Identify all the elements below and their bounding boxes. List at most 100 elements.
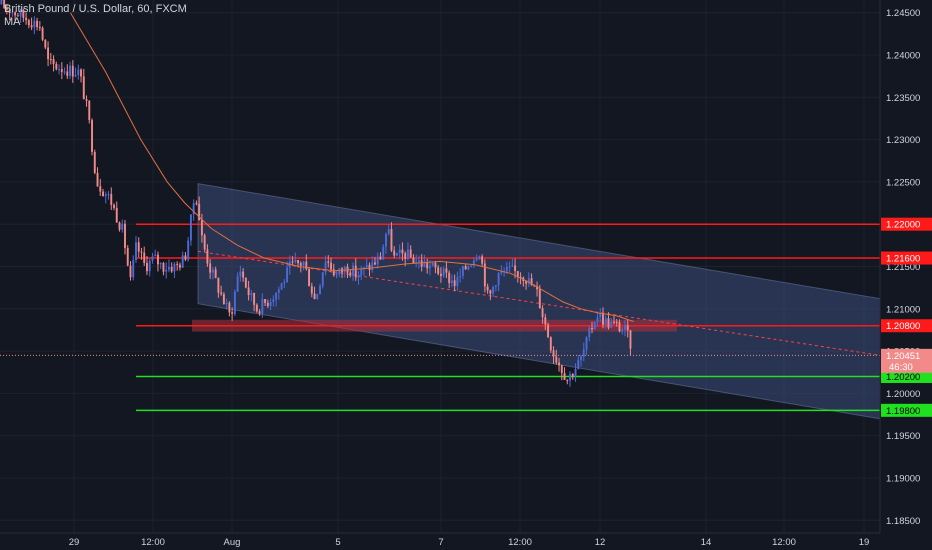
level-price-tag [881, 319, 932, 333]
candle-body [310, 286, 313, 294]
candle-body [514, 265, 517, 272]
candle-body [393, 250, 396, 256]
candle-body [591, 327, 593, 330]
candle-body [374, 262, 376, 265]
candle-body [494, 285, 497, 288]
candle-body [459, 275, 462, 278]
candle-body [511, 265, 514, 267]
candle-body [27, 20, 30, 26]
time-tick-label: 19 [859, 537, 870, 548]
candle-body [225, 302, 228, 304]
candle-body [85, 99, 88, 101]
candle-body [613, 321, 615, 323]
candle-body [80, 69, 83, 77]
candle-body [239, 271, 242, 277]
candle-body [195, 203, 198, 205]
candle-body [71, 65, 74, 77]
candle-body [305, 261, 308, 270]
candle-body [538, 289, 541, 309]
price-axis[interactable]: 1.24500 1.24000 1.23500 1.23000 1.22500 1.220… [879, 0, 932, 550]
candle-body [563, 373, 566, 380]
candle-body [319, 285, 322, 294]
price-tick-label: 1.19500 [886, 431, 920, 442]
candle-body [415, 261, 418, 264]
candle-body [146, 263, 148, 272]
candle-body [547, 324, 550, 338]
candle-body [588, 327, 591, 338]
candle-body [272, 299, 275, 303]
indicator-label[interactable]: MA [4, 16, 21, 28]
candle-body [129, 265, 132, 278]
candle-body [577, 359, 580, 370]
candle-body [49, 59, 52, 61]
candle-body [618, 322, 621, 332]
candle-body [406, 249, 409, 260]
candle-body [500, 271, 503, 274]
symbol-title[interactable]: British Pound / U.S. Dollar, 60, FXCM [4, 3, 187, 15]
time-axis[interactable]: 29 12:00 Aug 5 7 12:00 12 14 12:00 19 [0, 532, 932, 550]
candle-body [266, 302, 269, 307]
candle-body [110, 194, 113, 205]
candle-body [77, 69, 80, 76]
candle-body [211, 269, 214, 273]
candle-body [14, 12, 17, 16]
candle-body [187, 240, 190, 260]
candle-body [3, 0, 6, 8]
candle-body [294, 260, 297, 262]
candle-body [360, 268, 363, 276]
candle-body [11, 12, 14, 14]
candle-body [135, 242, 137, 261]
candle-body [464, 266, 467, 270]
candle-body [409, 249, 412, 258]
candle-body [96, 172, 99, 187]
candle-body [206, 249, 209, 264]
candle-body [395, 253, 398, 256]
candle-body [291, 261, 294, 263]
candle-body [593, 321, 596, 330]
price-tick-label: 1.21000 [886, 304, 920, 315]
horizontal-levels[interactable] [0, 223, 880, 412]
candle-body [52, 59, 55, 64]
candle-body [453, 280, 456, 286]
time-tick-label: 12 [595, 537, 606, 548]
candle-body [275, 292, 278, 300]
candle-body [115, 207, 118, 223]
candle-body [549, 337, 552, 351]
candle-body [33, 20, 36, 28]
price-tick-label: 1.24000 [886, 50, 920, 61]
candle-body [352, 265, 354, 276]
current-price-tag [881, 348, 932, 373]
candle-body [198, 204, 201, 220]
candle-body [58, 69, 61, 71]
time-tick-label: 7 [438, 537, 443, 548]
candle-body [264, 299, 267, 303]
candle-body [143, 252, 146, 264]
candle-body [261, 299, 264, 314]
candle-body [167, 266, 170, 270]
candle-body [44, 39, 47, 48]
price-tick-label: 1.22500 [886, 177, 920, 188]
current-price-text: 1.20451 [886, 351, 920, 362]
candle-body [489, 290, 492, 294]
candle-body [47, 47, 50, 60]
candle-body [74, 75, 77, 77]
candle-body [478, 256, 481, 260]
candle-body [302, 261, 305, 266]
candle-body [481, 256, 484, 264]
candle-body [335, 273, 338, 276]
candle-body [365, 264, 368, 268]
time-tick-label: Aug [224, 537, 241, 548]
time-axis-background [0, 533, 932, 550]
candle-body [60, 69, 63, 72]
candle-body [379, 256, 382, 260]
candle-body [431, 262, 434, 266]
candle-body [38, 27, 41, 29]
candle-body [456, 277, 459, 286]
candle-body [338, 268, 341, 274]
candle-body [321, 272, 324, 286]
candle-body [124, 223, 126, 248]
candle-body [525, 281, 528, 284]
candle-body [286, 267, 289, 282]
candle-body [82, 76, 85, 100]
